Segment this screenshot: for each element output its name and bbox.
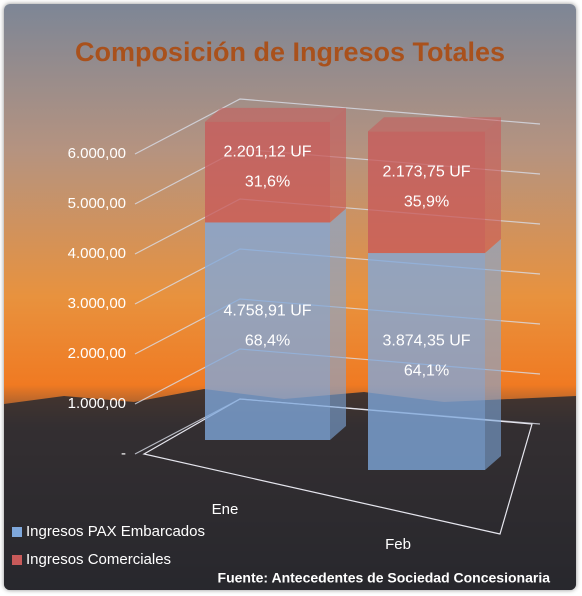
grid-line xyxy=(134,98,541,155)
bar-side xyxy=(330,107,346,223)
y-tick-label: - xyxy=(121,445,126,462)
source-note: Fuente: Antecedentes de Sociedad Concesi… xyxy=(218,570,551,586)
legend-swatch xyxy=(12,555,22,565)
value-label: 2.201,12 UF xyxy=(223,143,311,160)
x-tick-label: Feb xyxy=(385,536,411,553)
y-tick-label: 6.000,00 xyxy=(68,145,126,162)
y-tick-label: 1.000,00 xyxy=(68,395,126,412)
bar-side xyxy=(485,239,501,470)
bar-side xyxy=(485,117,501,254)
value-label: 2.173,75 UF xyxy=(382,163,470,180)
y-tick-label: 2.000,00 xyxy=(68,345,126,362)
y-tick-label: 5.000,00 xyxy=(68,195,126,212)
legend-swatch xyxy=(12,527,22,537)
percent-label: 64,1% xyxy=(404,363,449,380)
y-tick-label: 3.000,00 xyxy=(68,295,126,312)
bar-segment xyxy=(368,131,485,254)
percent-label: 31,6% xyxy=(245,173,290,190)
chart-title: Composición de Ingresos Totales xyxy=(75,37,505,67)
x-tick-label: Ene xyxy=(212,501,239,518)
bar-segment xyxy=(205,222,330,440)
value-label: 3.874,35 UF xyxy=(382,333,470,350)
chart: Composición de Ingresos Totales Fuente: … xyxy=(4,4,576,590)
percent-label: 68,4% xyxy=(245,332,290,349)
bar-segment xyxy=(205,121,330,223)
bar-side xyxy=(330,208,346,440)
bar-top xyxy=(368,117,501,132)
legend-label: Ingresos PAX Embarcados xyxy=(26,523,205,540)
y-tick-label: 4.000,00 xyxy=(68,245,126,262)
value-label: 4.758,91 UF xyxy=(223,302,311,319)
bar-segment xyxy=(368,253,485,470)
legend-label: Ingresos Comerciales xyxy=(26,551,171,568)
frame: Composición de Ingresos Totales Fuente: … xyxy=(4,4,576,590)
bar-top xyxy=(205,107,346,122)
percent-label: 35,9% xyxy=(404,193,449,210)
